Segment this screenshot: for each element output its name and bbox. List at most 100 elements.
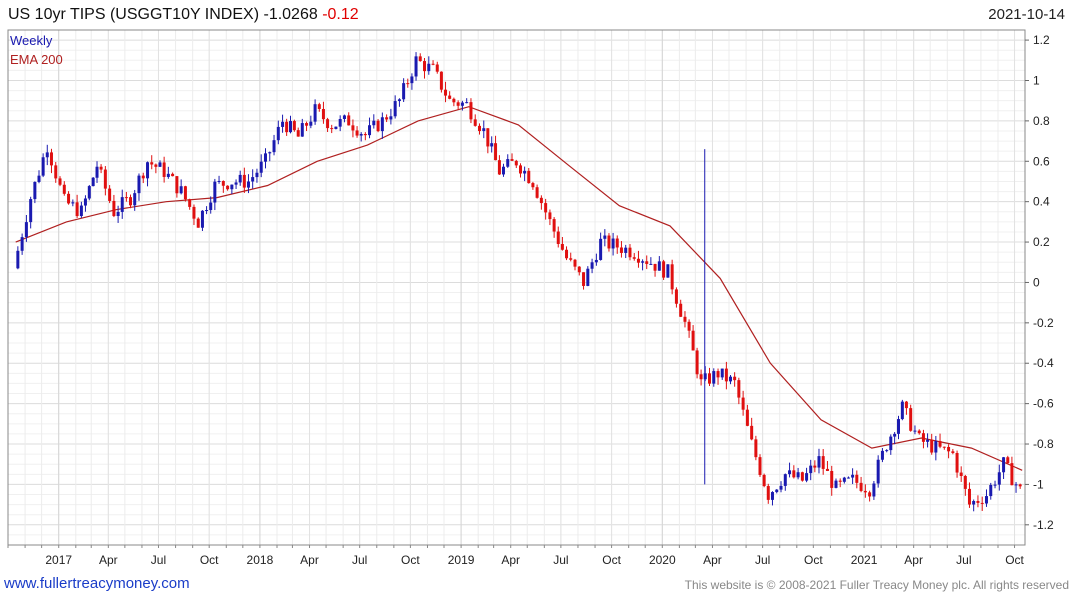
candle-body — [855, 474, 859, 483]
y-tick-label: 0.6 — [1033, 154, 1050, 168]
candle-body — [699, 374, 703, 380]
candle-body — [406, 83, 410, 85]
candle-body — [246, 181, 250, 188]
x-tick-label: Oct — [1005, 553, 1024, 567]
website-link[interactable]: www.fullertreacymoney.com — [4, 575, 190, 592]
candle-body — [33, 181, 37, 200]
y-tick-label: -0.2 — [1033, 316, 1054, 330]
candle-body — [683, 316, 687, 322]
candle-body — [796, 472, 800, 478]
candle-body — [926, 439, 930, 442]
x-tick-label: Jul — [151, 553, 166, 567]
candle-body — [788, 470, 792, 475]
candle-body — [276, 126, 280, 141]
candle-body — [582, 272, 586, 286]
candle-body — [942, 446, 946, 448]
candle-body — [984, 496, 988, 504]
candle-body — [594, 259, 598, 263]
y-tick-label: 1.2 — [1033, 33, 1050, 47]
candle-body — [737, 380, 741, 398]
candle-body — [904, 401, 908, 409]
candle-body — [775, 489, 779, 493]
candle-body — [934, 441, 938, 453]
x-tick-label: Oct — [401, 553, 420, 567]
candle-body — [112, 200, 116, 217]
candle-body — [518, 165, 522, 174]
candle-body — [813, 465, 817, 468]
candle-body — [217, 180, 221, 182]
y-tick-label: -1.2 — [1033, 518, 1054, 532]
candle-body — [569, 258, 573, 260]
candle-body — [251, 177, 255, 182]
candle-body — [309, 121, 313, 126]
candle-body — [913, 430, 917, 432]
candle-body — [758, 457, 762, 475]
candle-body — [108, 188, 112, 201]
plot-frame — [7, 29, 1026, 546]
candle-body — [166, 173, 170, 177]
candle-body — [590, 262, 594, 269]
copyright-notice: This website is © 2008-2021 Fuller Treac… — [684, 578, 1069, 592]
candle-body — [989, 484, 993, 497]
candle-body — [372, 120, 376, 126]
candle-body — [272, 140, 276, 153]
chart-header: US 10yr TIPS (USGGT10Y INDEX) -1.0268 -0… — [0, 0, 1075, 28]
candle-body — [469, 102, 473, 120]
candle-body — [501, 166, 505, 175]
candle-body — [183, 186, 187, 200]
candle-body — [226, 185, 230, 190]
candle-body — [238, 174, 242, 183]
candle-body — [993, 484, 997, 486]
candle-body — [951, 451, 955, 453]
candles-layer — [16, 52, 1022, 512]
candle-body — [657, 261, 661, 271]
candle-body — [292, 121, 296, 131]
candle-body — [133, 193, 137, 206]
candle-body — [116, 211, 120, 217]
candle-body — [431, 63, 435, 65]
candle-body — [900, 401, 904, 420]
candle-body — [497, 160, 501, 175]
candle-body — [859, 482, 863, 491]
candle-body — [205, 210, 209, 212]
candle-body — [305, 123, 309, 126]
candle-body — [221, 180, 225, 186]
candle-body — [188, 199, 192, 207]
candle-body — [599, 238, 603, 260]
y-tick-label: 0 — [1033, 275, 1040, 289]
candle-body — [29, 199, 33, 223]
candle-body — [490, 143, 494, 147]
candle-body — [712, 371, 716, 384]
ema-line-layer — [15, 106, 1023, 471]
candle-body — [628, 247, 632, 258]
candle-body — [460, 102, 464, 106]
x-tick-label: Apr — [501, 553, 520, 567]
candle-body — [653, 263, 657, 271]
candle-body — [817, 456, 821, 468]
candle-body — [477, 125, 481, 132]
candle-body — [87, 186, 91, 199]
candle-body — [868, 492, 872, 497]
candle-body — [129, 197, 133, 206]
candle-body — [1006, 457, 1010, 464]
x-axis: 2017 Apr Jul Oct 2018 Apr Jul Oct 2019 Apr Jul Oct 2… — [7, 545, 1025, 567]
candle-body — [666, 264, 670, 278]
x-tick-label: 2017 — [45, 553, 72, 567]
candle-body — [565, 249, 569, 259]
candle-body — [465, 102, 469, 104]
candle-body — [342, 115, 346, 119]
candle-body — [95, 166, 99, 178]
candle-body — [947, 446, 951, 452]
x-tick-label: Oct — [804, 553, 823, 567]
candle-body — [196, 218, 200, 228]
candle-body — [670, 264, 674, 290]
candle-body — [938, 441, 942, 447]
candle-body — [851, 474, 855, 478]
candle-body — [385, 117, 389, 120]
candle-body — [917, 430, 921, 434]
candle-body — [317, 104, 321, 109]
x-tick-label: Oct — [602, 553, 621, 567]
candle-body — [259, 161, 263, 173]
legend-weekly: Weekly — [10, 33, 53, 48]
